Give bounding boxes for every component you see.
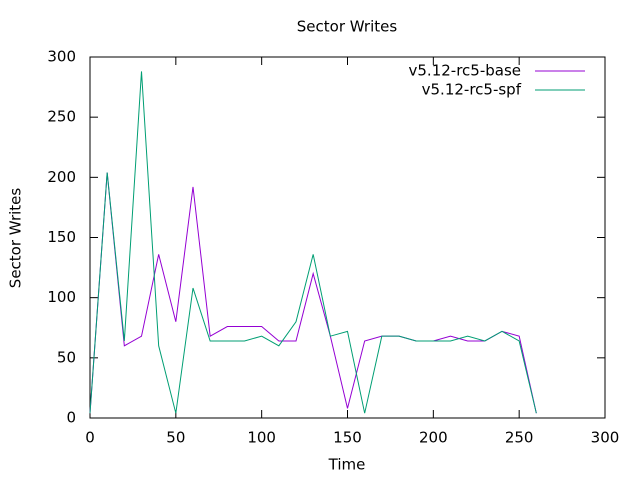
x-tick-label: 50 <box>166 429 185 447</box>
x-axis-label: Time <box>328 456 366 474</box>
series-line <box>89 71 537 414</box>
y-tick-label: 200 <box>47 168 76 186</box>
y-tick-label: 250 <box>47 108 76 126</box>
y-tick-label: 100 <box>47 288 76 306</box>
chart-title: Sector Writes <box>297 18 398 36</box>
x-tick-label: 150 <box>333 429 362 447</box>
x-tick-label: 100 <box>247 429 276 447</box>
plot-border <box>89 56 606 419</box>
legend-label: v5.12-rc5-base <box>409 62 522 80</box>
x-tick-label: 0 <box>85 429 95 447</box>
x-tick-label: 200 <box>419 429 448 447</box>
x-tick-label: 250 <box>505 429 534 447</box>
y-axis-label: Sector Writes <box>7 188 25 289</box>
legend-label: v5.12-rc5-spf <box>422 81 522 99</box>
y-tick-label: 0 <box>66 409 76 427</box>
y-tick-label: 300 <box>47 48 76 66</box>
x-tick-label: 300 <box>591 429 620 447</box>
y-tick-label: 150 <box>47 228 76 246</box>
series-line <box>89 172 537 414</box>
y-tick-label: 50 <box>57 348 76 366</box>
